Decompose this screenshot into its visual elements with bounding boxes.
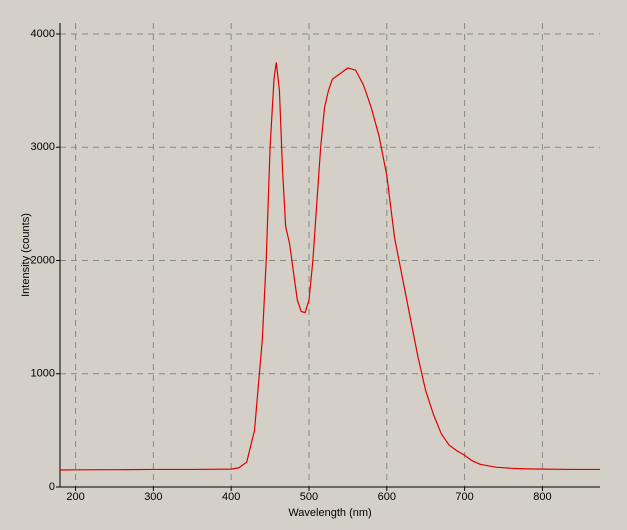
y-tick-label: 0 [49,481,55,493]
x-tick-label: 700 [455,491,473,503]
x-tick-label: 500 [300,491,318,503]
y-axis-label: Intensity (counts) [20,213,32,297]
x-tick-label: 200 [66,491,84,503]
data-line [59,62,600,471]
x-tick-label: 300 [144,491,162,503]
y-tick-label: 2000 [31,254,55,266]
x-tick-label: 400 [222,491,240,503]
x-axis-label: Wavelength (nm) [288,507,371,519]
y-tick-label: 3000 [31,141,55,153]
y-tick-label: 1000 [31,368,55,380]
x-tick-label: 600 [378,491,396,503]
y-tick-label: 4000 [31,28,55,40]
x-tick-label: 800 [533,491,551,503]
